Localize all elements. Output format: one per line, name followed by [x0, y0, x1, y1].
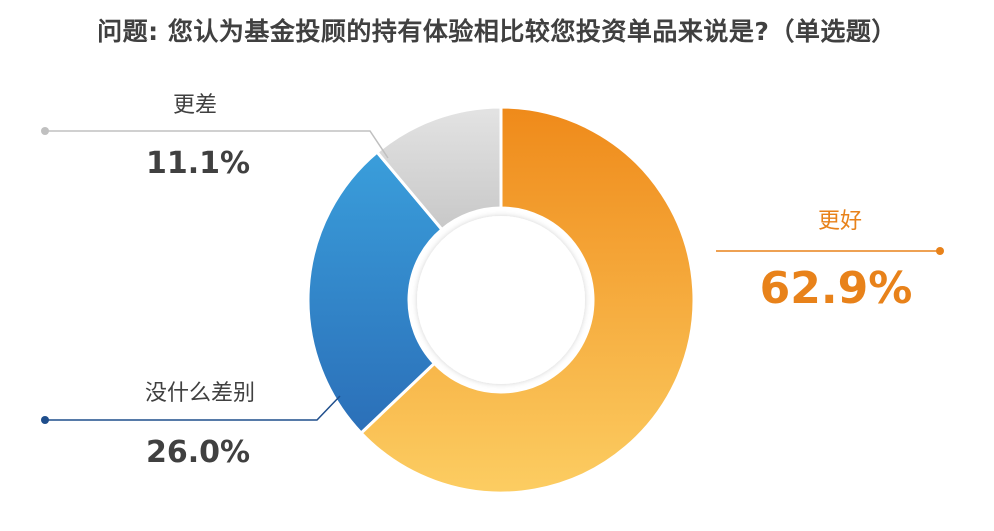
slice-label-name: 更差 [173, 93, 217, 118]
slice-label-name: 更好 [818, 209, 862, 234]
leader-no-difference-line [45, 395, 341, 421]
slice-no-difference [306, 149, 445, 436]
slice-better [359, 105, 696, 495]
leader-better-dot [936, 247, 944, 255]
slice-worse [374, 105, 503, 232]
leader-worse-dot [41, 127, 49, 135]
slice-label-value: 62.9% [760, 263, 913, 314]
leader-worse-line [45, 130, 389, 159]
chart-title: 问题: 您认为基金投顾的持有体验相比较您投资单品来说是?（单选题） [97, 17, 897, 46]
slice-label-value: 26.0% [146, 435, 250, 470]
slice-label-value: 11.1% [146, 146, 250, 181]
leader-no-difference-dot [41, 416, 49, 424]
donut-hole [417, 216, 585, 384]
slice-label-name: 没什么差别 [145, 381, 255, 406]
